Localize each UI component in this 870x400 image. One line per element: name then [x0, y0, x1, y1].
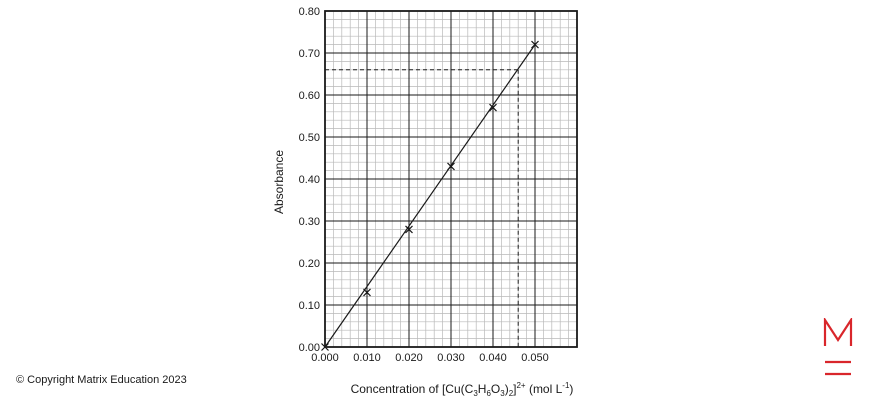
plot-frame	[324, 10, 578, 348]
y-tick-label: 0.70	[299, 48, 320, 60]
data-points	[321, 40, 539, 351]
y-tick-label: 0.80	[299, 6, 320, 18]
x-axis-title-part: )	[505, 382, 509, 396]
x-axis-title-part: (mol L	[526, 382, 563, 396]
x-axis-title-sub: 2	[509, 389, 514, 398]
x-axis-title-part: ]	[513, 382, 516, 396]
x-axis-title-sub: 3	[500, 389, 505, 398]
data-point-marker	[489, 103, 497, 112]
x-axis-title-part: O	[491, 382, 500, 396]
x-tick-labels: 0.000 0.010 0.020 0.030 0.040 0.050	[311, 352, 549, 364]
y-tick-label: 0.20	[299, 258, 320, 270]
matrix-education-logo	[823, 318, 853, 376]
x-axis-title-part: Concentration of [Cu(C	[351, 382, 474, 396]
y-axis-title: Absorbance	[272, 150, 286, 214]
x-axis-title-sup: -1	[562, 381, 570, 390]
x-tick-label: 0.050	[521, 352, 549, 364]
y-tick-label: 0.00	[299, 342, 320, 354]
x-axis-title-sub: 6	[486, 389, 491, 398]
major-grid	[324, 10, 578, 348]
y-tick-label: 0.30	[299, 216, 320, 228]
x-axis-title-sup: 2+	[516, 381, 525, 390]
data-point-marker	[531, 40, 539, 49]
x-axis-title: Concentration of [Cu(C3H6O3)2]2+ (mol L-…	[351, 381, 574, 398]
x-axis-title-part: )	[569, 382, 573, 396]
y-tick-labels: 0.00 0.10 0.20 0.30 0.40 0.50 0.60 0.70 0.80	[299, 6, 320, 354]
y-tick-label: 0.60	[299, 90, 320, 102]
y-tick-label: 0.40	[299, 174, 320, 186]
x-tick-label: 0.020	[395, 352, 423, 364]
data-point-marker	[363, 288, 371, 297]
x-tick-label: 0.030	[437, 352, 465, 364]
data-point-marker	[405, 225, 413, 234]
copyright-notice: © Copyright Matrix Education 2023	[16, 374, 187, 386]
y-tick-label: 0.10	[299, 300, 320, 312]
line-of-best-fit	[324, 44, 536, 348]
data-point-marker	[447, 162, 455, 171]
fit-layer	[324, 44, 536, 348]
x-tick-label: 0.010	[353, 352, 381, 364]
x-axis-title-part: H	[478, 382, 487, 396]
reading-lines	[325, 69, 519, 347]
y-tick-label: 0.50	[299, 132, 320, 144]
data-point-marker	[321, 343, 329, 351]
x-axis-title-sub: 3	[473, 389, 478, 398]
x-tick-label: 0.000	[311, 352, 339, 364]
x-tick-label: 0.040	[479, 352, 507, 364]
